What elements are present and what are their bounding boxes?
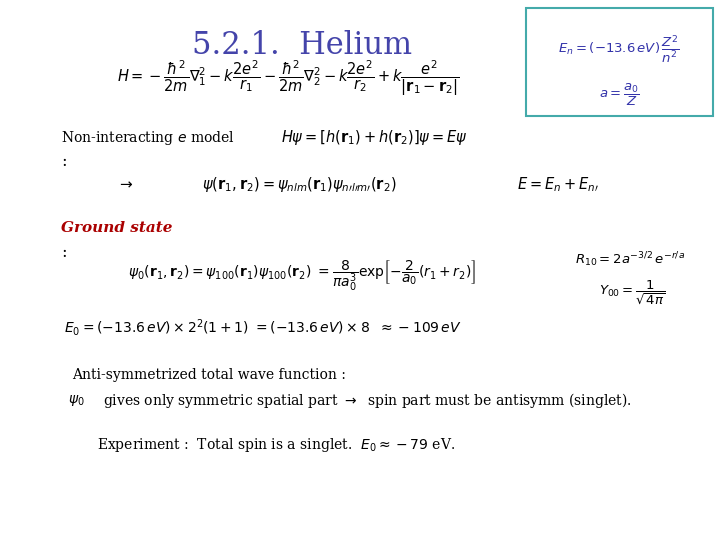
Text: $a = \dfrac{a_0}{Z}$: $a = \dfrac{a_0}{Z}$	[599, 82, 639, 107]
Text: $E_n = (-13.6\,eV)\,\dfrac{Z^2}{n^2}$: $E_n = (-13.6\,eV)\,\dfrac{Z^2}{n^2}$	[559, 32, 680, 65]
Text: gives only symmetric spatial part $\rightarrow$  spin part must be antisymm (sin: gives only symmetric spatial part $\righ…	[103, 391, 631, 410]
FancyBboxPatch shape	[526, 8, 713, 116]
Text: $\psi_0(\mathbf{r}_1,\mathbf{r}_2)=\psi_{100}(\mathbf{r}_1)\psi_{100}(\mathbf{r}: $\psi_0(\mathbf{r}_1,\mathbf{r}_2)=\psi_…	[128, 258, 477, 293]
Text: $H\psi = \left[h(\mathbf{r}_1)+h(\mathbf{r}_2)\right]\psi = E\psi$: $H\psi = \left[h(\mathbf{r}_1)+h(\mathbf…	[281, 128, 468, 147]
Text: Non-interacting $e$ model: Non-interacting $e$ model	[61, 129, 235, 147]
Text: 5.2.1.  Helium: 5.2.1. Helium	[192, 30, 413, 60]
Text: $\psi_0$: $\psi_0$	[68, 393, 85, 408]
Text: $\rightarrow$: $\rightarrow$	[117, 178, 135, 192]
Text: $Y_{00} = \dfrac{1}{\sqrt{4\pi}}$: $Y_{00} = \dfrac{1}{\sqrt{4\pi}}$	[599, 279, 665, 307]
Text: $\psi(\mathbf{r}_1,\mathbf{r}_2)=\psi_{nlm}(\mathbf{r}_1)\psi_{n\prime l\prime m: $\psi(\mathbf{r}_1,\mathbf{r}_2)=\psi_{n…	[202, 175, 396, 194]
Text: :: :	[61, 244, 67, 261]
Text: $R_{10} = 2a^{-3/2}\,e^{-r/a}$: $R_{10} = 2a^{-3/2}\,e^{-r/a}$	[575, 250, 685, 268]
Text: $E_0 = (-13.6\,eV)\times 2^2(1+1)\ = (-13.6\,eV)\times 8$$\ \ \approx -109\,eV$: $E_0 = (-13.6\,eV)\times 2^2(1+1)\ = (-1…	[64, 318, 462, 338]
Text: $E = E_n + E_{n\prime}$: $E = E_n + E_{n\prime}$	[517, 176, 599, 194]
Text: Ground state: Ground state	[61, 221, 173, 235]
Text: :: :	[61, 153, 67, 171]
Text: Experiment :  Total spin is a singlet.  $E_0\approx -79$ eV.: Experiment : Total spin is a singlet. $E…	[97, 436, 455, 455]
Text: Anti-symmetrized total wave function :: Anti-symmetrized total wave function :	[72, 368, 346, 382]
Text: $H = -\dfrac{\hbar^2}{2m}\nabla_1^2 - k\dfrac{2e^2}{r_1} - \dfrac{\hbar^2}{2m}\n: $H = -\dfrac{\hbar^2}{2m}\nabla_1^2 - k\…	[117, 59, 459, 98]
